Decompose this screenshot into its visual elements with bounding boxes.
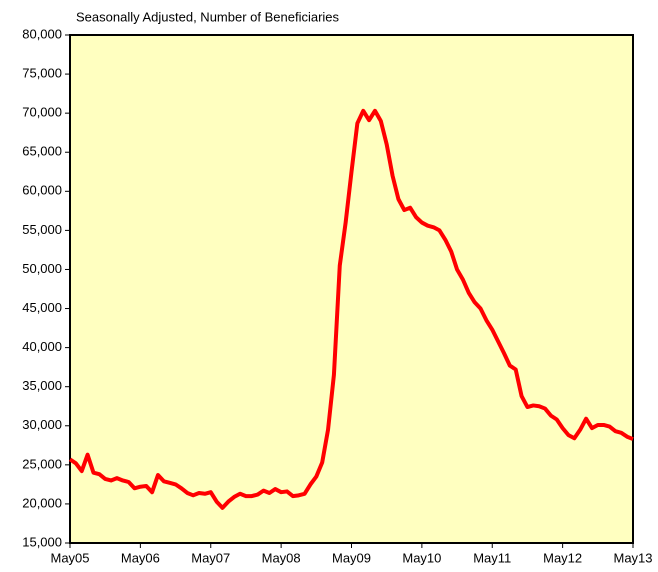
y-tick-label: 30,000 [22, 417, 62, 432]
y-tick-label: 70,000 [22, 105, 62, 120]
y-tick-label: 45,000 [22, 300, 62, 315]
x-tick-label: May11 [473, 550, 511, 565]
x-tick-label: May13 [613, 550, 652, 565]
y-tick-label: 15,000 [22, 534, 62, 549]
x-tick-label: May10 [402, 550, 441, 565]
x-tick-label: May08 [262, 550, 301, 565]
y-tick-label: 80,000 [22, 26, 62, 41]
x-tick-label: May07 [191, 550, 230, 565]
x-tick-label: May06 [121, 550, 160, 565]
y-tick-label: 25,000 [22, 456, 62, 471]
y-tick-label: 40,000 [22, 339, 62, 354]
x-tick-label: May09 [332, 550, 371, 565]
y-tick-label: 60,000 [22, 183, 62, 198]
x-tick-label: May12 [543, 550, 582, 565]
y-tick-label: 35,000 [22, 378, 62, 393]
data-line [68, 108, 634, 510]
chart-title: Seasonally Adjusted, Number of Beneficia… [76, 9, 340, 24]
y-tick-label: 75,000 [22, 66, 62, 81]
y-tick-label: 20,000 [22, 495, 62, 510]
y-tick-label: 50,000 [22, 261, 62, 276]
x-tick-label: May05 [50, 550, 89, 565]
y-tick-label: 65,000 [22, 144, 62, 159]
plot-area [69, 34, 634, 544]
y-tick-label: 55,000 [22, 222, 62, 237]
